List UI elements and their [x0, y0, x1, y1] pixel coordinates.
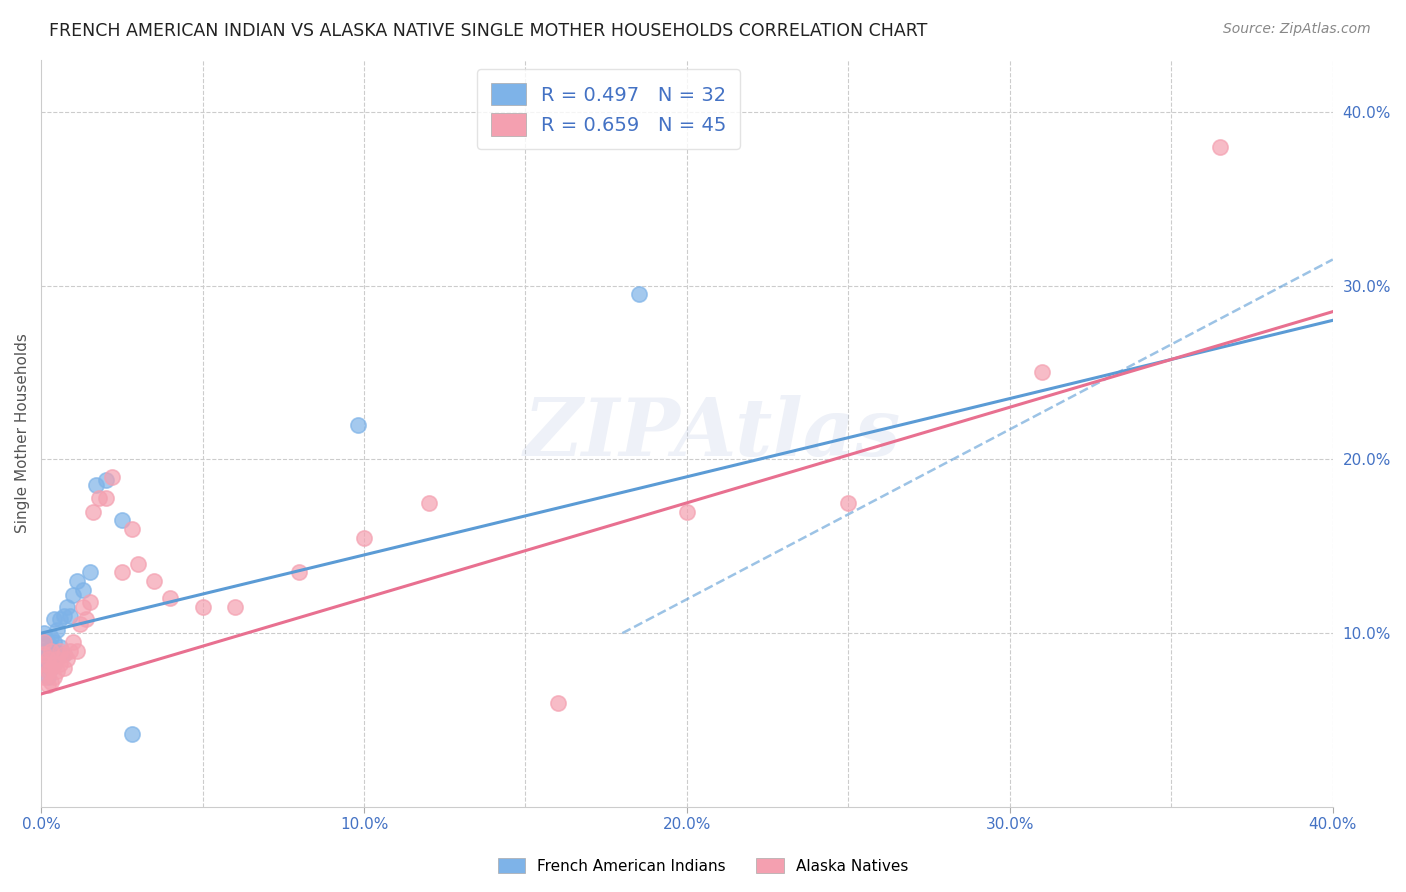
Point [72, 582, 94, 597]
Point [52, 647, 75, 661]
Point [34, 643, 56, 657]
Point [34, 670, 56, 684]
Point [111, 566, 134, 580]
Point [121, 522, 143, 536]
Point [75, 612, 97, 626]
Point [547, 696, 569, 710]
Point [49, 612, 72, 626]
Point [56, 652, 79, 666]
Point [37, 678, 59, 692]
Point [34, 635, 56, 649]
Point [143, 574, 166, 588]
Point [42, 657, 65, 672]
Point [49, 657, 72, 672]
Point [52, 608, 75, 623]
Point [62, 588, 84, 602]
Point [46, 623, 69, 637]
Point [159, 591, 181, 606]
Point [37, 670, 59, 684]
Point [39, 674, 62, 689]
Point [121, 727, 143, 741]
Point [56, 600, 79, 615]
Point [84, 478, 107, 492]
Point [34, 657, 56, 672]
Point [127, 557, 149, 571]
Point [37, 652, 59, 666]
Point [42, 670, 65, 684]
Point [627, 287, 650, 301]
Point [79, 595, 101, 609]
Point [676, 504, 699, 518]
Point [89, 491, 111, 505]
Point [79, 566, 101, 580]
Point [49, 640, 72, 654]
Legend: R = 0.497   N = 32, R = 0.659   N = 45: R = 0.497 N = 32, R = 0.659 N = 45 [477, 70, 740, 149]
Point [418, 496, 440, 510]
Point [52, 661, 75, 675]
Point [1031, 366, 1053, 380]
Point [288, 566, 311, 580]
Point [42, 612, 65, 626]
Point [39, 661, 62, 675]
Point [353, 531, 375, 545]
Point [34, 657, 56, 672]
Point [69, 617, 91, 632]
Point [94, 473, 117, 487]
Point [39, 643, 62, 657]
Point [59, 608, 82, 623]
Point [101, 469, 124, 483]
Point [39, 661, 62, 675]
Point [49, 643, 72, 657]
Point [34, 635, 56, 649]
Text: Source: ZipAtlas.com: Source: ZipAtlas.com [1223, 22, 1371, 37]
Text: FRENCH AMERICAN INDIAN VS ALASKA NATIVE SINGLE MOTHER HOUSEHOLDS CORRELATION CHA: FRENCH AMERICAN INDIAN VS ALASKA NATIVE … [49, 22, 928, 40]
Point [46, 647, 69, 661]
Point [37, 657, 59, 672]
Point [72, 600, 94, 615]
Point [37, 665, 59, 679]
Point [191, 600, 214, 615]
Point [39, 630, 62, 644]
Point [42, 635, 65, 649]
Point [111, 513, 134, 527]
Point [37, 635, 59, 649]
Point [59, 643, 82, 657]
Point [66, 574, 89, 588]
Point [34, 626, 56, 640]
Point [837, 496, 859, 510]
Point [62, 635, 84, 649]
Point [37, 647, 59, 661]
Point [34, 647, 56, 661]
Point [46, 652, 69, 666]
Point [42, 657, 65, 672]
Point [39, 640, 62, 654]
Y-axis label: Single Mother Households: Single Mother Households [15, 334, 30, 533]
Point [224, 600, 246, 615]
Point [1209, 139, 1232, 153]
Point [94, 491, 117, 505]
Legend: French American Indians, Alaska Natives: French American Indians, Alaska Natives [491, 852, 915, 880]
Point [46, 665, 69, 679]
Text: ZIPAtlas: ZIPAtlas [524, 394, 901, 472]
Point [52, 647, 75, 661]
Point [82, 504, 104, 518]
Point [66, 643, 89, 657]
Point [346, 417, 368, 432]
